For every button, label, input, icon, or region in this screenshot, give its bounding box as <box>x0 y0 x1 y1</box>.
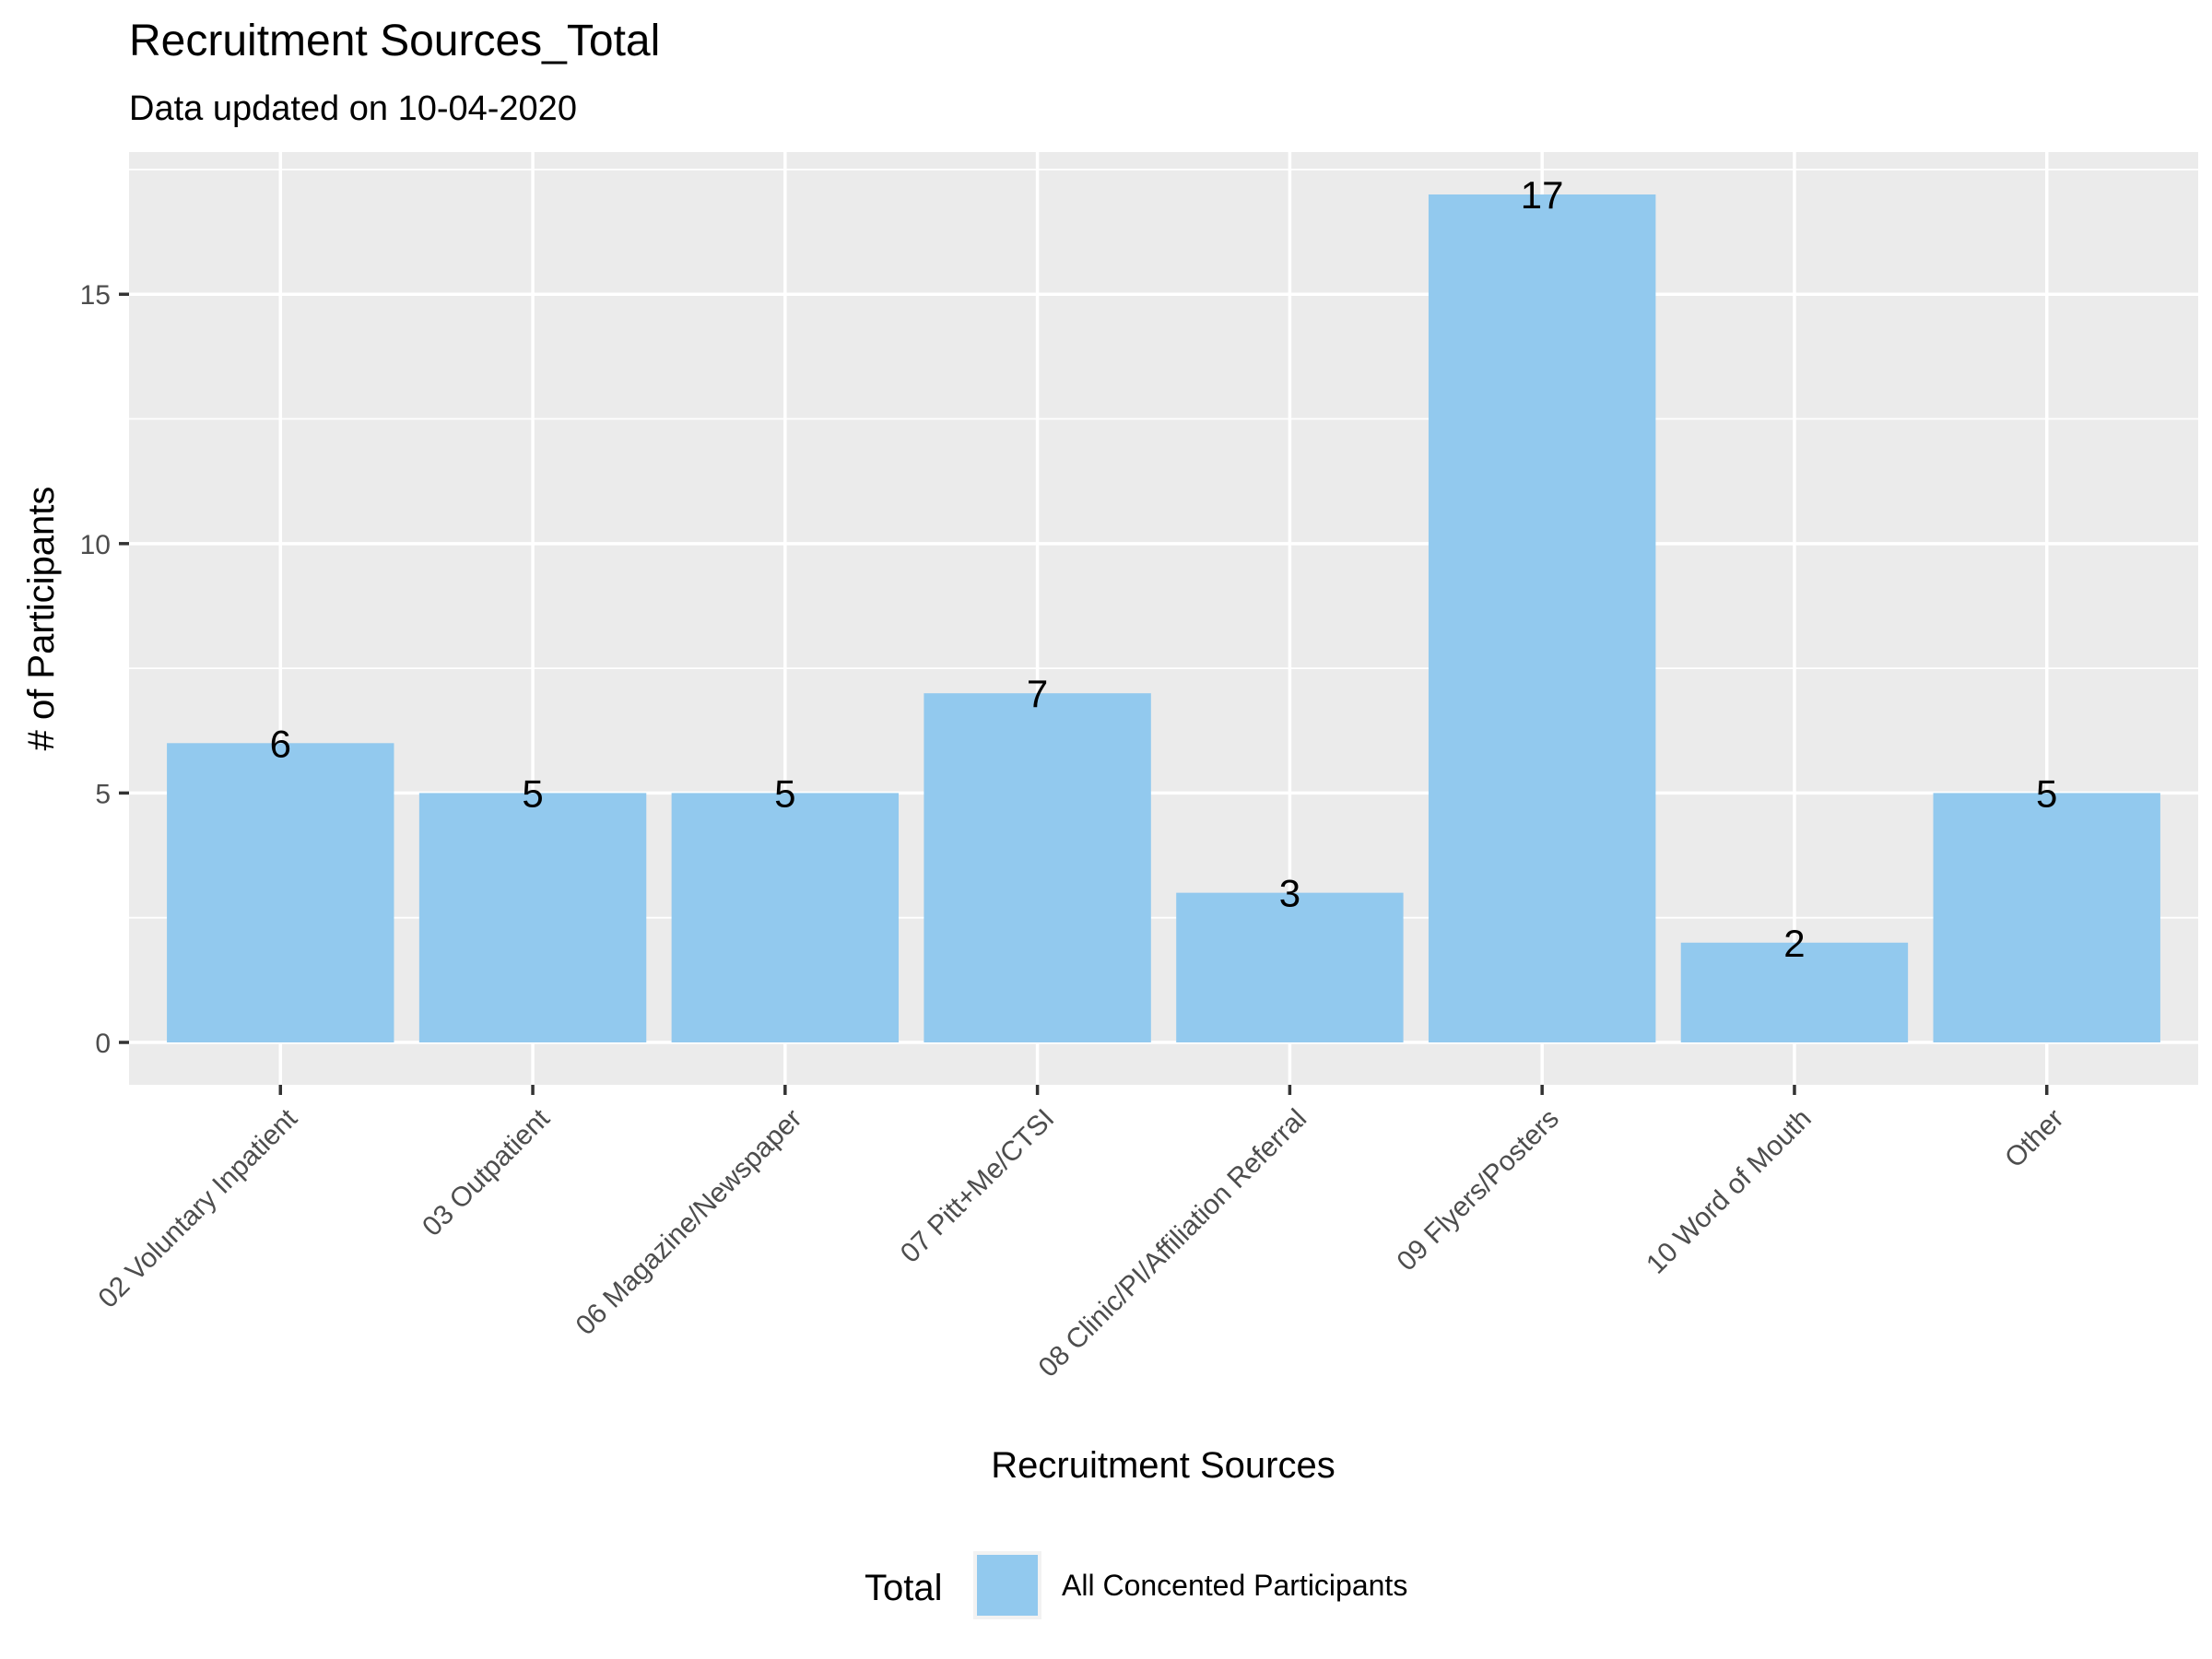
bar-value-label: 5 <box>774 771 795 815</box>
bar <box>671 793 900 1042</box>
chart-subtitle: Data updated on 10-04-2020 <box>129 89 577 128</box>
y-axis: 0 5 10 15 <box>80 280 129 1059</box>
y-tick-label: 10 <box>80 530 111 560</box>
y-axis-title: # of Participants <box>21 487 62 751</box>
bar-value-label: 5 <box>522 771 543 815</box>
legend: Total All Concented Participants <box>865 1551 1407 1619</box>
bar <box>1680 942 1909 1042</box>
y-tick-label: 15 <box>80 280 111 311</box>
x-axis-title: Recruitment Sources <box>991 1445 1335 1486</box>
bar <box>1176 892 1404 1042</box>
y-tick-label: 5 <box>95 779 111 809</box>
legend-key-swatch <box>977 1555 1038 1616</box>
data-labels: 6 5 5 7 3 17 2 5 <box>270 173 2058 965</box>
bar <box>418 793 647 1042</box>
bar-value-label: 2 <box>1783 922 1805 965</box>
bar <box>167 743 394 1042</box>
bar-value-label: 6 <box>270 722 291 765</box>
chart-title: Recruitment Sources_Total <box>129 17 660 65</box>
legend-label: All Concented Participants <box>1062 1569 1407 1602</box>
bar-value-label: 5 <box>2036 771 2057 815</box>
bar <box>924 693 1151 1042</box>
bar-value-label: 17 <box>1521 173 1564 217</box>
bars <box>167 194 2160 1042</box>
bar-value-label: 7 <box>1027 672 1048 715</box>
bar <box>1933 793 2160 1042</box>
y-tick-label: 0 <box>95 1029 111 1059</box>
legend-title: Total <box>865 1568 943 1608</box>
bar <box>1428 194 1656 1042</box>
bar-value-label: 3 <box>1279 872 1300 915</box>
